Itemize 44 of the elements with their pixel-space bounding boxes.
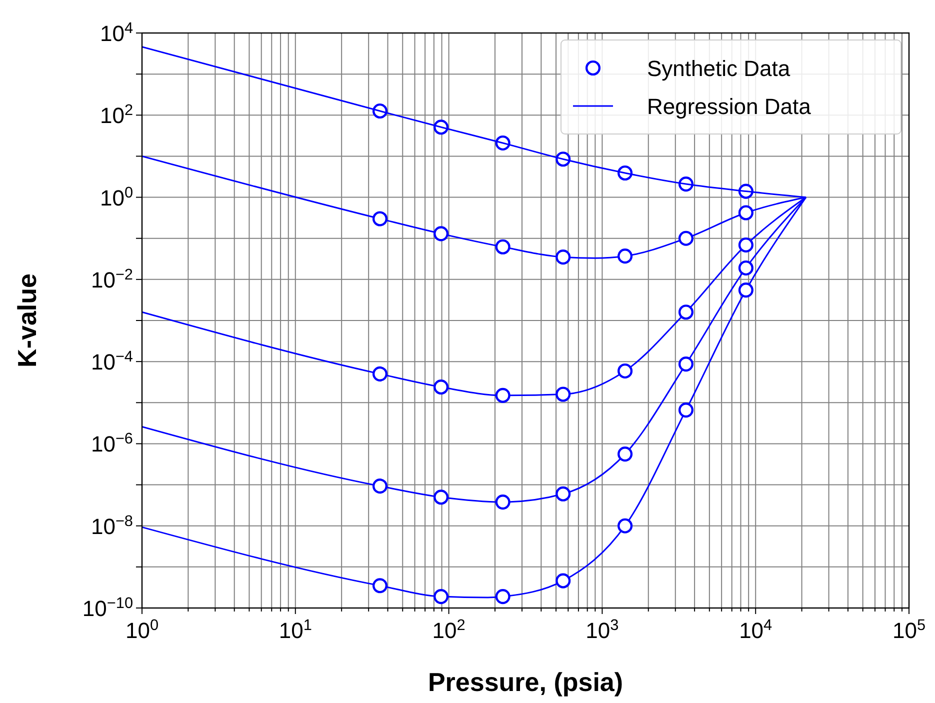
point (434, 490, 449, 505)
point (495, 589, 510, 604)
point (618, 248, 633, 264)
point (434, 380, 449, 395)
x-tick-label: 10$^{4}$ (739, 616, 773, 643)
point (556, 250, 571, 265)
point (372, 211, 388, 226)
legend-label: Synthetic Data (647, 56, 791, 81)
y-tick-label: 10$^{−2}$ (90, 266, 133, 292)
x-tick-label: 10$^{1}$ (278, 616, 312, 643)
point (372, 366, 388, 382)
point (495, 239, 510, 254)
point (678, 402, 694, 418)
x-tick-label: 10$^{5}$ (892, 616, 926, 643)
point (738, 237, 754, 252)
y-tick-label: 10$^{−8}$ (90, 512, 133, 539)
y-tick-label: 10$^{2}$ (100, 102, 133, 128)
point (738, 260, 754, 276)
point (678, 304, 694, 320)
point (372, 478, 388, 494)
y-tick-label: 10$^{0}$ (100, 184, 133, 210)
point (434, 589, 449, 604)
point (618, 446, 633, 462)
y-tick-label: 10$^{−6}$ (90, 430, 133, 457)
x-axis-title: Pressure, (psia) (428, 667, 624, 697)
point (738, 282, 754, 298)
point (372, 578, 388, 594)
point (618, 518, 633, 534)
y-axis-title: K-value (12, 274, 42, 368)
point (618, 363, 633, 379)
point (678, 356, 694, 372)
point (678, 230, 694, 246)
point (495, 388, 510, 403)
y-tick-label: 10$^{4}$ (100, 20, 134, 46)
point (556, 573, 571, 588)
y-tick-label: 10$^{−4}$ (90, 348, 134, 375)
point (556, 486, 571, 502)
legend-label: Regression Data (647, 94, 812, 119)
point (738, 205, 754, 220)
x-tick-label: 10$^{2}$ (432, 616, 466, 643)
point (434, 226, 449, 242)
x-tick-label: 10$^{3}$ (586, 616, 619, 643)
point (495, 494, 510, 510)
point (556, 386, 571, 402)
